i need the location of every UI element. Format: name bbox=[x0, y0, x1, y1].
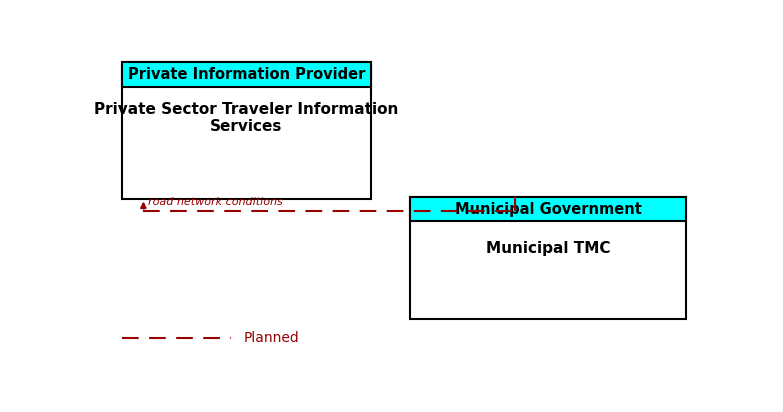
Text: Planned: Planned bbox=[244, 331, 299, 345]
Text: road network conditions: road network conditions bbox=[148, 197, 283, 207]
Bar bbox=[122, 62, 371, 199]
Text: Private Information Provider: Private Information Provider bbox=[128, 67, 365, 82]
Bar bbox=[410, 197, 687, 319]
Bar bbox=[122, 62, 371, 87]
Text: Municipal Government: Municipal Government bbox=[455, 201, 642, 217]
Text: Private Sector Traveler Information
Services: Private Sector Traveler Information Serv… bbox=[95, 102, 399, 134]
Bar bbox=[410, 197, 687, 221]
Text: Municipal TMC: Municipal TMC bbox=[486, 241, 611, 256]
